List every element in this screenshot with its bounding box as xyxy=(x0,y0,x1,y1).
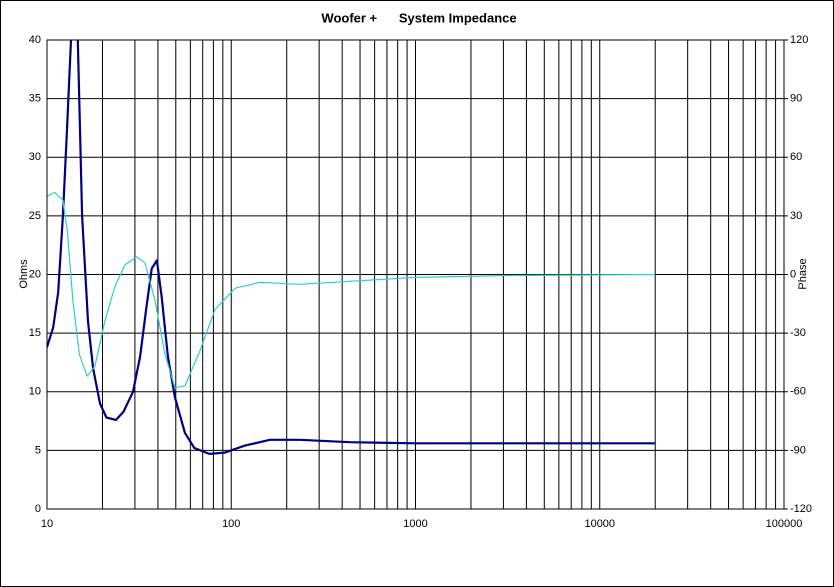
y2-tick-label: 30 xyxy=(790,210,802,222)
y2-tick-label: 120 xyxy=(790,34,808,46)
y-tick-label: 20 xyxy=(29,268,41,280)
y2-tick-label: -30 xyxy=(790,327,806,339)
x-tick-label: 100000 xyxy=(766,518,803,530)
x-tick-label: 100 xyxy=(222,518,240,530)
y-tick-label: 10 xyxy=(29,386,41,398)
y2-tick-label: 60 xyxy=(790,151,802,163)
series-line xyxy=(47,191,656,389)
y2-tick-label: -120 xyxy=(790,503,812,515)
x-tick-label: 10000 xyxy=(584,518,615,530)
plot-lines xyxy=(47,40,656,455)
y-axis-label: Ohms xyxy=(18,259,30,289)
y-tick-label: 5 xyxy=(35,444,41,456)
x-tick-label: 10 xyxy=(41,518,53,530)
y2-tick-label: -90 xyxy=(790,444,806,456)
y-tick-label: 30 xyxy=(29,151,41,163)
y2-tick-label: 0 xyxy=(790,268,796,280)
y2-tick-label: 90 xyxy=(790,93,802,105)
chart-title: Woofer + System Impedance xyxy=(321,10,516,25)
series-line xyxy=(47,40,656,455)
y-tick-label: 40 xyxy=(29,34,41,46)
y-tick-label: 0 xyxy=(35,503,41,515)
y-tick-label: 15 xyxy=(29,327,41,339)
y2-tick-label: -60 xyxy=(790,386,806,398)
x-tick-label: 1000 xyxy=(403,518,427,530)
y2-axis-label: Phase xyxy=(797,258,809,289)
y-tick-label: 25 xyxy=(29,210,41,222)
y-tick-label: 35 xyxy=(29,93,41,105)
